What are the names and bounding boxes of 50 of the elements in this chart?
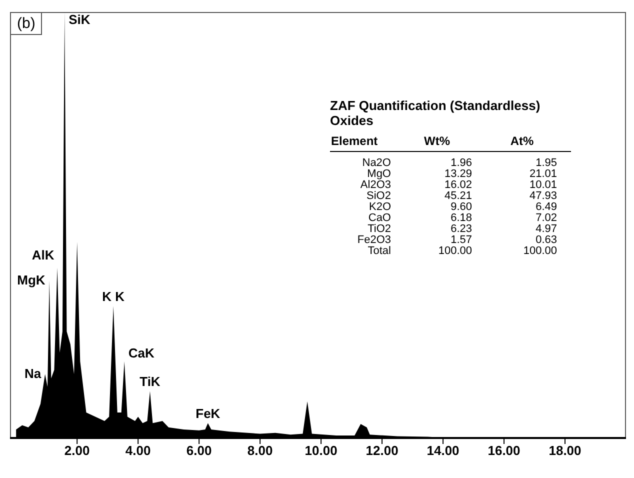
annotation: 47.93 — [528, 190, 558, 202]
annotation: K2O — [368, 201, 392, 213]
panel-label-box: (b) — [10, 12, 42, 35]
annotation: Element — [330, 134, 379, 150]
x-tick-label: 18.00 — [548, 443, 582, 458]
annotation: K K — [102, 288, 126, 304]
annotation: Fe2O3 — [356, 234, 392, 246]
x-tick-label: 10.00 — [304, 443, 338, 458]
annotation: TiO2 — [366, 223, 392, 235]
annotation: SiK — [68, 12, 91, 27]
annotation: Wt% — [423, 134, 451, 150]
text: ZAF Quantification (Standardless) — [330, 98, 542, 113]
annotation: Total — [366, 245, 392, 257]
annotation: 1.96 — [450, 156, 473, 169]
annotation: 21.01 — [528, 168, 558, 180]
annotation: 6.23 — [450, 223, 473, 235]
x-tick-label: 2.00 — [64, 443, 90, 458]
annotation: 10.01 — [528, 179, 558, 191]
annotation: CaK — [128, 345, 155, 360]
annotation: CaO — [367, 212, 392, 224]
annotation: Na2O — [361, 156, 392, 169]
annotation: TiK — [140, 374, 161, 390]
annotation: 1.57 — [450, 234, 473, 246]
annotation: MgO — [366, 168, 392, 180]
annotation: FeK — [196, 406, 221, 422]
annotation: 16.02 — [443, 179, 473, 191]
annotation: 4.97 — [534, 223, 558, 235]
annotation: 100.00 — [437, 245, 473, 257]
annotation: Na — [24, 366, 42, 382]
x-tick-label: 12.00 — [366, 443, 398, 458]
annotation: 6.49 — [534, 201, 558, 213]
annotation: 7.02 — [534, 212, 558, 224]
annotation: 0.63 — [534, 234, 558, 246]
x-tick-label: 16.00 — [488, 443, 520, 458]
annotation: At% — [509, 134, 535, 150]
annotation: 100.00 — [522, 245, 558, 257]
annotation: SiO2 — [366, 190, 392, 202]
x-tick-label: 14.00 — [426, 443, 460, 458]
x-tick-label: 4.00 — [125, 443, 151, 458]
annotation: 13.29 — [443, 168, 473, 180]
text: Oxides — [330, 113, 374, 128]
annotation: MgK — [17, 272, 46, 288]
annotation: 45.21 — [443, 190, 473, 202]
x-tick-label: 8.00 — [247, 443, 273, 458]
x-tick-label: 6.00 — [186, 443, 212, 458]
annotation: 6.18 — [450, 212, 473, 224]
annotation: AlK — [32, 248, 55, 263]
annotation: 1.95 — [534, 156, 558, 169]
annotation: 9.60 — [450, 201, 473, 213]
annotation: Al2O3 — [359, 179, 392, 191]
